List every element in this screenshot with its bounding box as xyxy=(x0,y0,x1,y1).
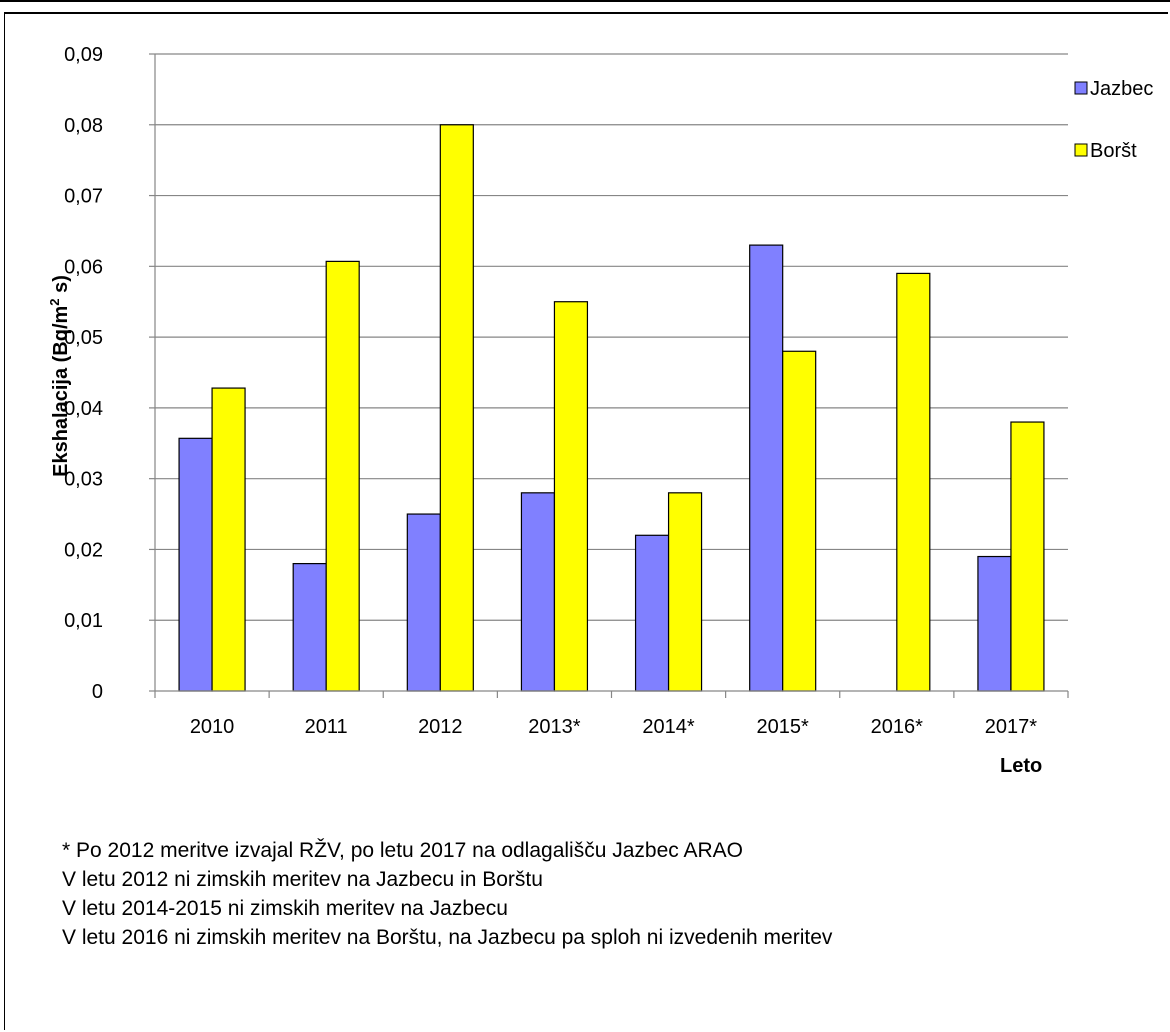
bars xyxy=(178,124,1045,692)
legend: Jazbec Boršt xyxy=(1074,78,1153,162)
x-tick-label: 2015* xyxy=(757,716,809,738)
bar-jazbec-2013* xyxy=(520,492,556,692)
bar-boršt-2014* xyxy=(667,492,703,692)
y-tick-label: 0 xyxy=(92,681,103,703)
bar-jazbec-2010 xyxy=(178,437,213,692)
bar-boršt-2011 xyxy=(325,260,360,692)
footnote-1: * Po 2012 meritve izvajal RŽV, po letu 2… xyxy=(62,839,743,862)
bar-jazbec-2014* xyxy=(634,534,670,692)
y-axis-label-main: Ekshalacija (Bq/m xyxy=(50,306,72,477)
legend-label-boršt: Boršt xyxy=(1090,140,1137,162)
x-tick-label: 2016* xyxy=(871,716,923,738)
x-tick-label: 2017* xyxy=(985,716,1037,738)
bar-jazbec-2015* xyxy=(749,244,784,692)
axes xyxy=(154,54,1069,698)
x-tick-label: 2012 xyxy=(418,716,463,738)
y-axis-label-sup: 2 xyxy=(47,298,62,305)
y-tick-label: 0,09 xyxy=(64,44,103,66)
bar-jazbec-2017* xyxy=(977,555,1012,692)
footnote-3: V letu 2014-2015 ni zimskih meritev na J… xyxy=(62,897,508,920)
footnote-4: V letu 2016 ni zimskih meritev na Borštu… xyxy=(62,926,833,949)
x-tick-label: 2011 xyxy=(305,716,348,738)
bar-boršt-2015* xyxy=(782,350,817,692)
footnote-2: V letu 2012 ni zimskih meritev na Jazbec… xyxy=(62,868,543,891)
y-axis-label: Ekshalacija (Bq/m2 s) xyxy=(47,275,72,477)
bar-boršt-2016* xyxy=(896,272,931,692)
x-tick-labels: 2010 2011 2012 2013* 2014* 2015* 2016* 2017* xyxy=(190,716,1037,738)
y-tick-label: 0,03 xyxy=(64,469,103,491)
top-rule xyxy=(0,0,1170,2)
bar-jazbec-2011 xyxy=(292,562,327,692)
y-tick-label: 0,07 xyxy=(64,186,103,208)
y-tick-label: 0,08 xyxy=(64,115,103,137)
bar-jazbec-2012 xyxy=(406,513,441,692)
x-axis-label: Leto xyxy=(1000,755,1042,777)
y-tick-label: 0,06 xyxy=(64,256,103,278)
chart-frame xyxy=(4,12,1168,1030)
legend-label-jazbec: Jazbec xyxy=(1090,78,1153,100)
footnotes: * Po 2012 meritve izvajal RŽV, po letu 2… xyxy=(62,836,832,952)
x-tick-label: 2010 xyxy=(190,716,235,738)
y-tick-labels: 0 0,01 0,02 0,03 0,04 0,05 0,06 0,07 0,08 0,09 xyxy=(64,44,103,703)
y-tick-label: 0,01 xyxy=(64,610,103,632)
bar-boršt-2012 xyxy=(439,124,474,692)
y-axis-label-tail: s) xyxy=(50,275,72,298)
bar-boršt-2017* xyxy=(1010,421,1045,692)
y-tick-label: 0,04 xyxy=(64,398,103,420)
legend-swatch-jazbec xyxy=(1074,81,1088,95)
x-tick-label: 2014* xyxy=(642,716,694,738)
x-tick-label: 2013* xyxy=(528,716,580,738)
bar-boršt-2010 xyxy=(211,387,246,692)
bar-chart: 0 0,01 0,02 0,03 0,04 0,05 0,06 0,07 0,08 0,09 20… xyxy=(47,44,1153,777)
y-tick-label: 0,02 xyxy=(64,539,103,561)
bar-boršt-2013* xyxy=(553,301,589,692)
legend-swatch-boršt xyxy=(1074,143,1088,157)
y-tick-label: 0,05 xyxy=(64,327,103,349)
